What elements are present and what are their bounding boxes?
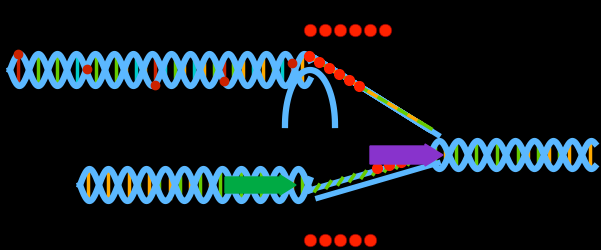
FancyArrow shape bbox=[225, 175, 296, 195]
FancyArrow shape bbox=[370, 144, 443, 166]
